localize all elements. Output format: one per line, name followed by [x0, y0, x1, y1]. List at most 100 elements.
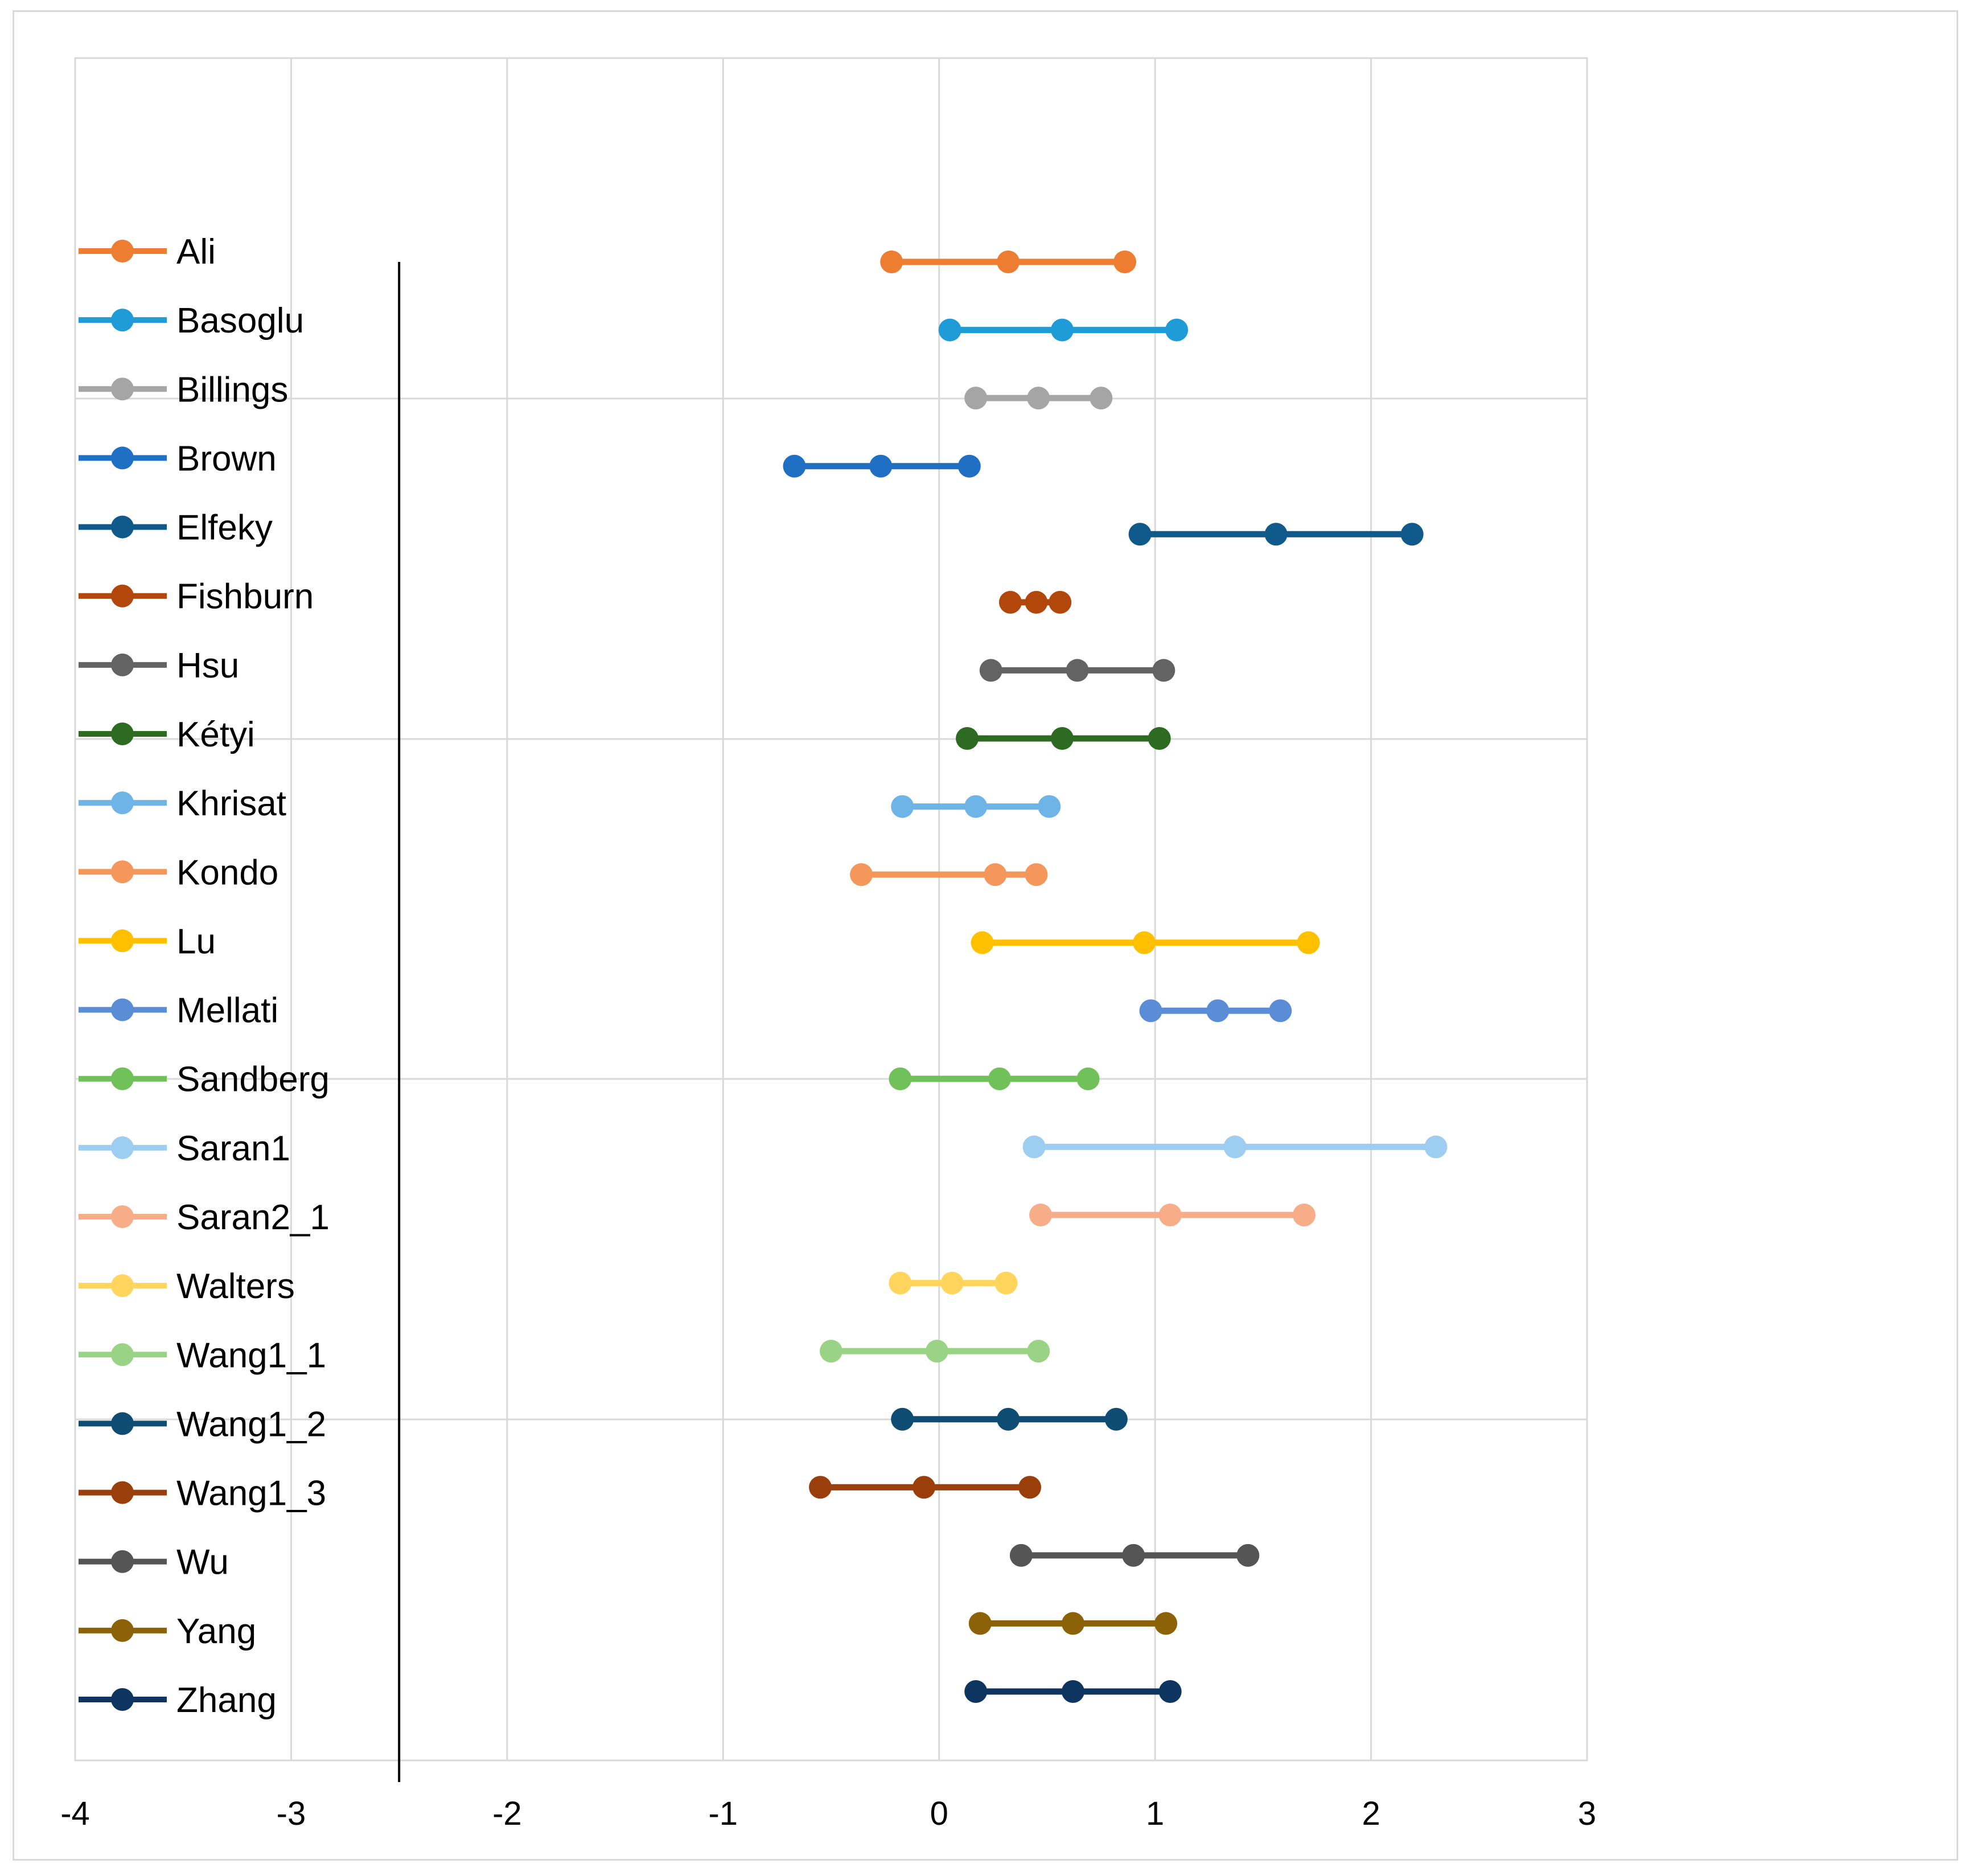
- series-ali: [880, 251, 1137, 273]
- legend-item: Fishburn: [79, 577, 314, 617]
- legend-marker: [111, 653, 134, 676]
- legend-marker: [111, 1550, 134, 1573]
- lower-bound-point: [998, 590, 1022, 614]
- legend-marker: [111, 1343, 134, 1366]
- plot-area: [74, 57, 1588, 1762]
- series-basoglu: [938, 318, 1189, 342]
- legend-marker: [111, 377, 134, 401]
- series-wang1_3: [809, 1476, 1042, 1499]
- lower-bound-point: [889, 1271, 912, 1295]
- legend-item: Billings: [79, 370, 288, 409]
- legend-marker: [111, 240, 134, 262]
- upper-bound-point: [1076, 1067, 1100, 1090]
- legend-label: Zhang: [176, 1681, 277, 1720]
- series-fishburn: [998, 590, 1072, 614]
- legend-label: Mellati: [176, 991, 278, 1031]
- x-tick-label: 3: [1578, 1795, 1596, 1832]
- gridlines: [75, 58, 1587, 1760]
- lower-bound-point: [891, 1407, 914, 1431]
- x-tick-label: -3: [277, 1795, 306, 1832]
- legend-marker: [111, 1205, 134, 1228]
- legend-marker: [111, 723, 134, 745]
- legend-item: Wang1_1: [79, 1336, 326, 1375]
- series-wang1_1: [820, 1340, 1050, 1363]
- legend-marker: [111, 1274, 134, 1298]
- legend-marker: [111, 309, 134, 332]
- legend-marker: [111, 515, 134, 539]
- legend-item: Wang1_3: [79, 1474, 326, 1513]
- lower-bound-point: [938, 318, 961, 342]
- upper-bound-point: [1113, 251, 1137, 273]
- lower-bound-point: [889, 1067, 912, 1090]
- legend-label: Walters: [176, 1267, 295, 1306]
- upper-bound-point: [1049, 590, 1072, 614]
- series-kondo: [850, 863, 1048, 886]
- legend-marker: [111, 929, 134, 953]
- legend-item: Hsu: [79, 646, 239, 685]
- legend-marker: [111, 1619, 134, 1642]
- upper-bound-point: [1104, 1407, 1128, 1431]
- estimate-point: [1025, 590, 1048, 614]
- x-tick-label: 2: [1362, 1795, 1380, 1832]
- lower-bound-point: [1139, 999, 1162, 1023]
- legend-item: Kétyi: [79, 715, 255, 754]
- estimate-point: [1264, 523, 1288, 546]
- series-kétyi: [956, 727, 1171, 750]
- legend-item: Khrisat: [79, 784, 286, 823]
- upper-bound-point: [1292, 1204, 1316, 1226]
- legend-item: Kondo: [79, 853, 278, 892]
- lower-bound-point: [964, 387, 988, 410]
- legend-label: Billings: [176, 370, 288, 409]
- legend-label: Wu: [176, 1543, 229, 1582]
- upper-bound-point: [1400, 523, 1424, 546]
- lower-bound-point: [968, 1612, 992, 1635]
- legend-label: Basoglu: [176, 301, 304, 340]
- estimate-point: [1050, 318, 1074, 342]
- estimate-point: [1061, 1680, 1084, 1703]
- upper-bound-point: [1025, 863, 1048, 886]
- legend-label: Wang1_2: [176, 1405, 326, 1444]
- legend-label: Kétyi: [176, 715, 255, 754]
- legend-marker: [111, 446, 134, 470]
- x-tick-label: -1: [708, 1795, 738, 1832]
- x-axis-ticks: -4 -3 -2 -1 0 1 2 3: [60, 1795, 1596, 1832]
- legend-label: Kondo: [176, 853, 278, 892]
- legend-label: Elfeky: [176, 508, 273, 548]
- legend-label: Khrisat: [176, 784, 286, 823]
- estimate-point: [925, 1340, 948, 1363]
- legend-marker: [111, 1067, 134, 1090]
- legend-item: Zhang: [79, 1681, 277, 1720]
- estimate-point: [1158, 1204, 1182, 1226]
- upper-bound-point: [1152, 659, 1175, 682]
- legend-marker: [111, 1412, 134, 1435]
- lower-bound-point: [891, 795, 914, 818]
- legend-label: Yang: [176, 1612, 256, 1651]
- estimate-point: [1066, 659, 1089, 682]
- legend-marker: [111, 1688, 134, 1711]
- series-group: [783, 251, 1448, 1703]
- lower-bound-point: [1009, 1544, 1033, 1567]
- estimate-point: [1050, 727, 1074, 750]
- x-tick-label: 1: [1146, 1795, 1164, 1832]
- estimate-point: [964, 795, 988, 818]
- lower-bound-point: [971, 931, 994, 954]
- legend-label: Saran2_1: [176, 1198, 330, 1237]
- series-saran2_1: [1029, 1204, 1316, 1226]
- series-mellati: [1139, 999, 1292, 1023]
- estimate-point: [1027, 387, 1050, 410]
- legend-label: Brown: [176, 439, 277, 478]
- estimate-point: [1223, 1135, 1247, 1159]
- legend-item: Wang1_2: [79, 1405, 326, 1444]
- legend-marker: [111, 1136, 134, 1159]
- legend-item: Yang: [79, 1612, 256, 1651]
- upper-bound-point: [1424, 1135, 1448, 1159]
- lower-bound-point: [956, 727, 979, 750]
- legend-item: Sandberg: [79, 1060, 330, 1099]
- legend-label: Wang1_1: [176, 1336, 326, 1375]
- series-wu: [1009, 1544, 1260, 1567]
- lower-bound-point: [1022, 1135, 1046, 1159]
- series-hsu: [979, 659, 1175, 682]
- series-lu: [971, 931, 1320, 954]
- upper-bound-point: [1154, 1612, 1178, 1635]
- upper-bound-point: [1027, 1340, 1050, 1363]
